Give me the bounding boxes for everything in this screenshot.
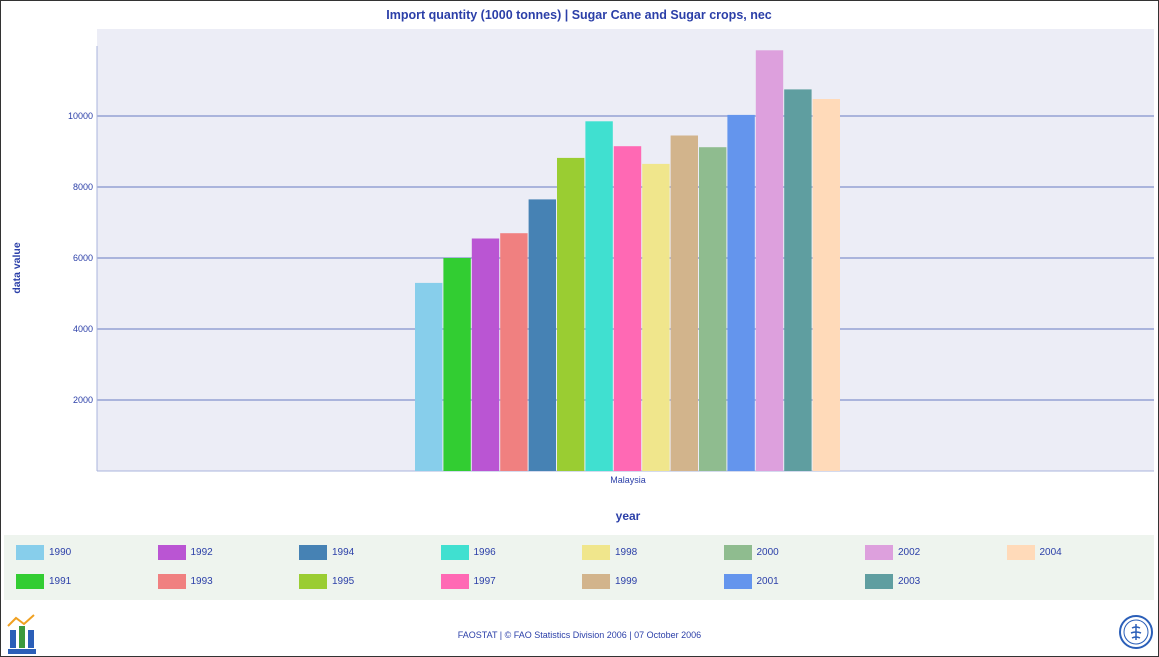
bar-2000 xyxy=(699,147,727,471)
legend-swatch xyxy=(299,574,327,589)
bar-2002 xyxy=(755,50,784,472)
legend-swatch xyxy=(1006,545,1035,560)
bar-2001 xyxy=(727,114,755,472)
legend-swatch xyxy=(582,574,610,589)
bar-1991 xyxy=(443,258,471,471)
bar-1998 xyxy=(642,163,670,471)
x-category-label: Malaysia xyxy=(610,475,646,485)
bar-1992 xyxy=(471,238,500,471)
legend-swatch xyxy=(440,545,469,560)
legend-label: 2000 xyxy=(756,547,779,558)
legend-label: 1993 xyxy=(190,576,213,587)
bar-1996 xyxy=(585,121,613,472)
y-tick-label: 6000 xyxy=(73,253,93,263)
bar-1990 xyxy=(415,282,443,471)
legend-swatch xyxy=(16,574,44,589)
legend-label: 1995 xyxy=(332,576,355,587)
legend-label: 1998 xyxy=(615,547,638,558)
x-axis-title: year xyxy=(616,509,641,523)
legend-swatch xyxy=(723,545,752,560)
bar-1997 xyxy=(613,146,642,471)
bar-1995 xyxy=(557,157,585,471)
legend-label: 2003 xyxy=(898,576,921,587)
legend-label: 1990 xyxy=(49,547,72,558)
legend-label: 2001 xyxy=(756,576,779,587)
bar-1999 xyxy=(670,135,698,471)
legend-swatch xyxy=(865,545,893,560)
legend-swatch xyxy=(440,574,469,589)
bars xyxy=(415,50,840,472)
chart-svg: Import quantity (1000 tonnes) | Sugar Ca… xyxy=(11,8,1154,523)
y-tick-label: 8000 xyxy=(73,182,93,192)
fao-logo-icon xyxy=(1119,615,1153,649)
bar-2004 xyxy=(812,99,840,471)
legend-label: 2002 xyxy=(898,547,921,558)
legend-label: 1994 xyxy=(332,547,355,558)
y-axis-title: data value xyxy=(11,242,23,294)
bar-1993 xyxy=(500,233,528,471)
y-tick-label: 4000 xyxy=(73,324,93,334)
legend-label: 1999 xyxy=(615,576,638,587)
y-tick-label: 2000 xyxy=(73,395,93,405)
legend-label: 1991 xyxy=(49,576,72,587)
legend: 1990 1991 1992 1993 1994 1995 1996 1997 1998 1999… xyxy=(4,535,1154,600)
legend-label: 1996 xyxy=(473,547,496,558)
legend-swatch xyxy=(157,574,186,589)
legend-label: 1997 xyxy=(473,576,496,587)
legend-swatch xyxy=(16,545,44,560)
legend-swatch xyxy=(299,545,327,560)
legend-label: 2004 xyxy=(1039,547,1062,558)
legend-swatch xyxy=(723,574,752,589)
bar-2003 xyxy=(784,89,812,472)
footer-credit: FAOSTAT | © FAO Statistics Division 2006… xyxy=(457,630,702,640)
legend-label: 1992 xyxy=(190,547,213,558)
legend-swatch xyxy=(157,545,186,560)
chart-title: Import quantity (1000 tonnes) | Sugar Ca… xyxy=(386,8,772,22)
bar-1994 xyxy=(528,199,556,471)
y-tick-labels: 2000 4000 6000 8000 10000 xyxy=(68,111,93,405)
y-tick-label: 10000 xyxy=(68,111,93,121)
legend-swatch xyxy=(865,574,893,589)
faostat-logo-icon xyxy=(7,614,36,654)
legend-swatch xyxy=(582,545,610,560)
